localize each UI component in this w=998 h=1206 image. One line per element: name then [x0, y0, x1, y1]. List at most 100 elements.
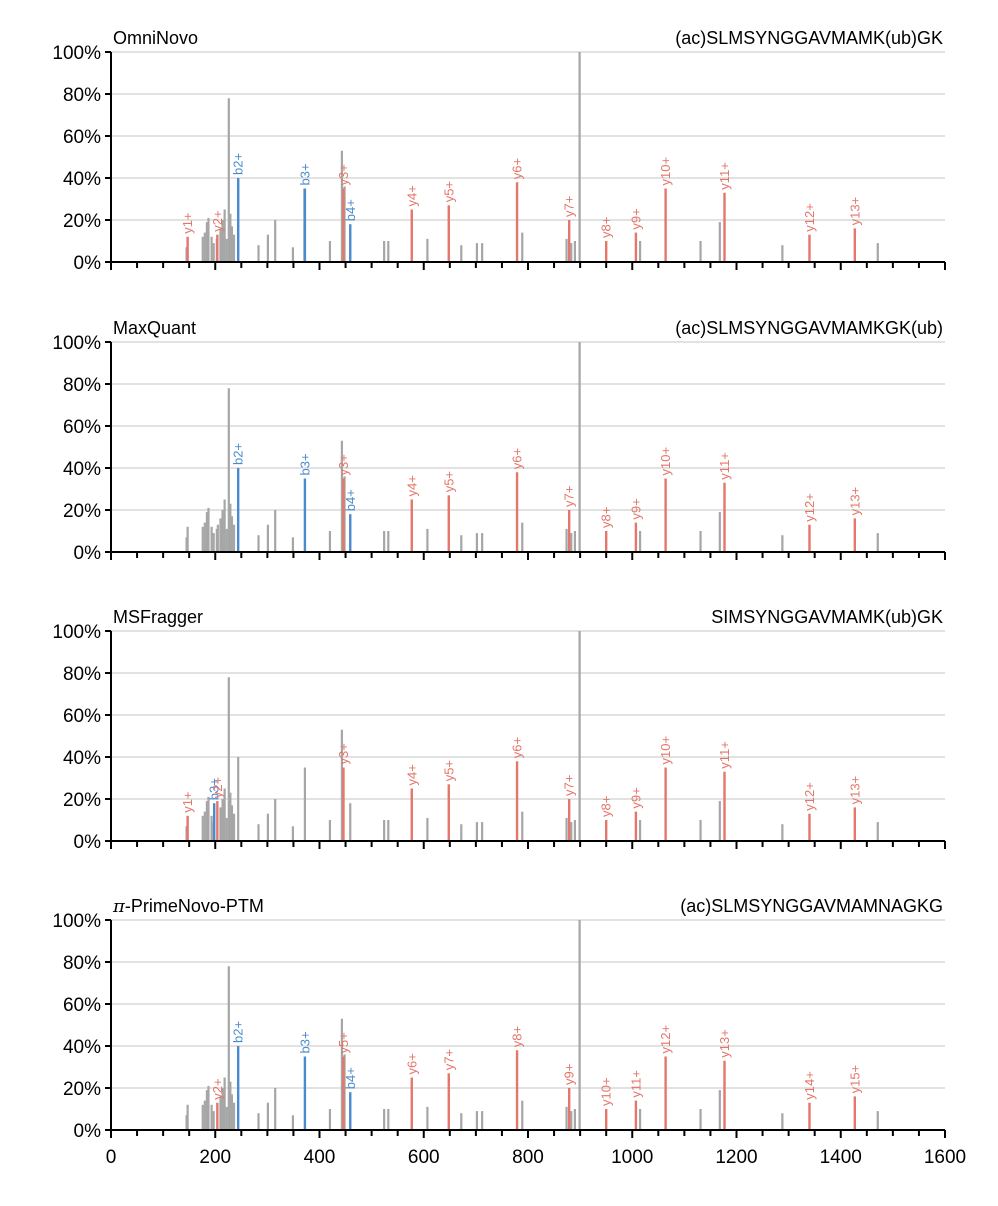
ion-label: b4+: [343, 489, 358, 511]
ion-label: b2+: [231, 153, 246, 175]
peptide-sequence: (ac)SLMSYNGGAVMAMNAGKG: [680, 896, 943, 916]
y-tick-label: 60%: [63, 706, 101, 727]
ion-label: y4+: [404, 475, 419, 496]
y-tick-label: 0%: [74, 543, 102, 564]
ion-label: y14+: [802, 1071, 817, 1100]
ion-label: b4+: [343, 1067, 358, 1089]
y-tick-label: 100%: [52, 43, 101, 64]
ion-label: y7+: [562, 775, 577, 796]
x-tick-label: 600: [408, 1147, 440, 1168]
ion-label: y12+: [802, 493, 817, 522]
ion-label: y2+: [210, 210, 225, 231]
peptide-sequence: (ac)SLMSYNGGAVMAMKGK(ub): [675, 318, 943, 338]
ion-label: y7+: [562, 486, 577, 507]
y-tick-label: 40%: [63, 169, 101, 190]
ion-label: y13+: [847, 197, 862, 226]
ion-label: y11+: [717, 162, 732, 190]
y-tick-label: 80%: [63, 664, 101, 685]
ion-label: y11+: [717, 741, 732, 769]
x-tick-label: 200: [199, 1147, 231, 1168]
ion-label: b3+: [297, 453, 312, 475]
ion-label: y6+: [510, 737, 525, 758]
peptide-sequence: SIMSYNGGAVMAMK(ub)GK: [711, 607, 943, 627]
x-tick-label: 1000: [611, 1147, 653, 1168]
ion-label: y6+: [510, 158, 525, 179]
y-tick-label: 100%: [52, 333, 101, 354]
method-label: -PrimeNovo-PTM: [125, 896, 264, 916]
ion-label: y4+: [404, 185, 419, 206]
ion-label: y5+: [336, 1032, 351, 1053]
ion-label: y10+: [658, 447, 673, 476]
ion-label: y3+: [336, 743, 351, 764]
method-prefix: π: [112, 896, 126, 917]
ion-label: y9+: [628, 498, 643, 519]
ion-label: y10+: [599, 1077, 614, 1106]
y-tick-label: 80%: [63, 375, 101, 396]
ion-label: y1+: [180, 791, 195, 812]
ion-label: b3+: [297, 1031, 312, 1053]
ion-label: y5+: [441, 760, 456, 781]
ion-label: y1+: [180, 212, 195, 233]
ion-label: y13+: [847, 776, 862, 805]
ion-label: y10+: [658, 736, 673, 765]
x-tick-label: 1600: [924, 1147, 966, 1168]
ion-label: b2+: [231, 1021, 246, 1043]
ion-label: y13+: [847, 487, 862, 516]
method-name: MaxQuant: [113, 318, 196, 338]
method-label: OmniNovo: [113, 28, 198, 48]
method-name: π-PrimeNovo-PTM: [112, 896, 264, 917]
spectrum-panel-1: y1+ y2+ b2+ b3+ y3+ b4+ y4+ y5+ y6+ y7+ y8+ y9+ y10+…: [52, 28, 946, 274]
ion-label: y6+: [404, 1053, 419, 1074]
ion-label: y5+: [441, 471, 456, 492]
x-tick-label: 1200: [715, 1147, 757, 1168]
ion-label: y12+: [802, 782, 817, 811]
ion-label: b2+: [231, 443, 246, 465]
y-tick-label: 0%: [74, 1121, 102, 1142]
ion-label: y12+: [658, 1025, 673, 1054]
x-tick-label: 800: [512, 1147, 544, 1168]
y-tick-label: 40%: [63, 1037, 101, 1058]
x-tick-label: 400: [304, 1147, 336, 1168]
y-tick-label: 0%: [74, 832, 102, 853]
ion-label: y4+: [404, 764, 419, 785]
ion-label: y10+: [658, 157, 673, 186]
y-tick-label: 80%: [63, 953, 101, 974]
ion-label: y11+: [628, 1070, 643, 1098]
spectrum-panel-4: y2+ b2+ b3+ y5+ b4+ y6+ y7+ y8+ y9+ y10+ y11+ y12+ y…: [52, 896, 966, 1168]
ion-label: y3+: [336, 164, 351, 185]
ion-label: y8+: [599, 507, 614, 528]
ion-label: b4+: [343, 199, 358, 221]
y-tick-label: 40%: [63, 748, 101, 769]
y-tick-label: 20%: [63, 1079, 101, 1100]
y-tick-label: 80%: [63, 85, 101, 106]
y-tick-label: 60%: [63, 995, 101, 1016]
x-tick-label: 1400: [820, 1147, 862, 1168]
ion-label: y6+: [510, 448, 525, 469]
method-name: OmniNovo: [113, 28, 198, 48]
ion-label: y3+: [336, 454, 351, 475]
ion-label: y9+: [562, 1064, 577, 1085]
method-name: MSFragger: [113, 607, 203, 627]
ion-label: y12+: [802, 203, 817, 232]
ion-label: y5+: [441, 181, 456, 202]
ion-label: y2+: [210, 777, 225, 798]
y-tick-label: 40%: [63, 459, 101, 480]
ion-label: y9+: [628, 787, 643, 808]
peptide-sequence: (ac)SLMSYNGGAVMAMK(ub)GK: [675, 28, 943, 48]
ion-label: y7+: [441, 1049, 456, 1070]
spectrum-panel-2: b2+ b3+ y3+ b4+ y4+ y5+ y6+ y7+ y8+ y9+ y10+ y11+ y1…: [52, 318, 946, 564]
x-tick-label: 0: [106, 1147, 117, 1168]
y-tick-label: 20%: [63, 790, 101, 811]
y-tick-label: 60%: [63, 127, 101, 148]
ion-label: y11+: [717, 452, 732, 480]
ion-label: y8+: [599, 796, 614, 817]
y-tick-label: 100%: [52, 911, 101, 932]
ion-label: y13+: [717, 1029, 732, 1058]
y-tick-label: 100%: [52, 622, 101, 643]
ion-label: y8+: [510, 1026, 525, 1047]
method-label: MSFragger: [113, 607, 203, 627]
y-tick-label: 20%: [63, 501, 101, 522]
ion-label: y7+: [562, 196, 577, 217]
